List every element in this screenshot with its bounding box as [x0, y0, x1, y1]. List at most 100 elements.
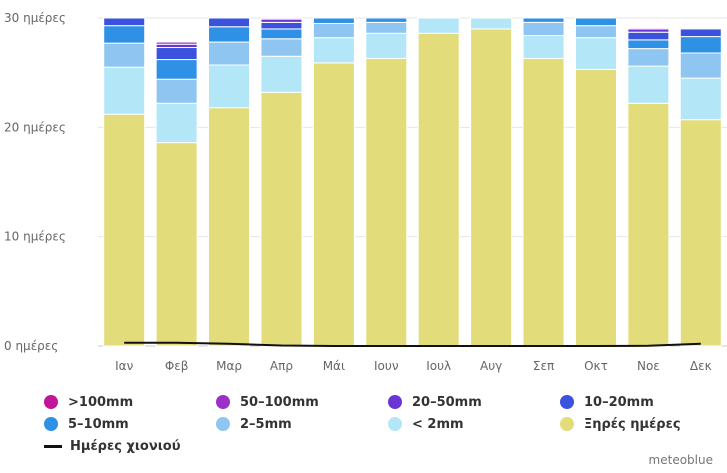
bar-segment[interactable] — [260, 91, 303, 347]
bar-segment[interactable] — [574, 37, 617, 70]
y-axis-ticks: 0 ημέρες 10 ημέρες 20 ημέρες 30 ημέρες — [4, 11, 66, 353]
legend-swatch — [216, 395, 230, 409]
bar-segment[interactable] — [103, 42, 146, 68]
bar-segment[interactable] — [679, 36, 722, 54]
bar-segment[interactable] — [208, 17, 251, 28]
x-tick-label: Ιαν — [115, 359, 133, 373]
bar-segment[interactable] — [365, 32, 408, 59]
legend-item-snow-days[interactable]: Ημέρες χιονιού — [44, 437, 216, 455]
bar-segment[interactable] — [574, 68, 617, 347]
bar-segment[interactable] — [260, 17, 303, 20]
bar-segment[interactable] — [103, 66, 146, 115]
legend-label: Ημέρες χιονιού — [70, 438, 181, 454]
legend-item[interactable]: 5–10mm — [44, 415, 216, 433]
legend-swatch — [388, 417, 402, 431]
x-tick-label: Αυγ — [480, 359, 502, 373]
legend-swatch — [560, 417, 574, 431]
bar-segment[interactable] — [470, 28, 513, 347]
x-tick-label: Φεβ — [165, 359, 189, 373]
legend-swatch — [44, 395, 58, 409]
y-tick-label: 10 ημέρες — [4, 230, 66, 244]
legend-item[interactable]: 50–100mm — [216, 393, 388, 411]
bars — [103, 16, 722, 347]
bar-segment[interactable] — [312, 22, 355, 39]
bar-segment[interactable] — [679, 28, 722, 38]
snow-days-line — [124, 341, 701, 347]
bar-segment[interactable] — [627, 48, 670, 67]
bar-segment[interactable] — [574, 25, 617, 39]
bar-segment[interactable] — [417, 32, 460, 347]
x-tick-label: Μάι — [323, 359, 345, 373]
bar-segment[interactable] — [103, 17, 146, 27]
bar-segment[interactable] — [260, 21, 303, 30]
y-tick-label: 30 ημέρες — [4, 11, 66, 25]
legend-swatch — [388, 395, 402, 409]
legend-label: < 2mm — [412, 416, 464, 432]
bar-segment[interactable] — [365, 21, 408, 34]
bar-segment[interactable] — [627, 27, 670, 30]
bar-segment[interactable] — [679, 119, 722, 347]
bar-segment[interactable] — [312, 17, 355, 24]
legend-swatch — [216, 417, 230, 431]
bar-segment[interactable] — [627, 39, 670, 50]
bar-segment[interactable] — [574, 17, 617, 27]
bar-segment[interactable] — [155, 142, 198, 347]
bar-segment[interactable] — [260, 28, 303, 40]
bar-segment[interactable] — [155, 59, 198, 80]
x-tick-label: Απρ — [270, 359, 293, 373]
bar-segment[interactable] — [208, 41, 251, 66]
bar-segment[interactable] — [103, 113, 146, 347]
bar-segment[interactable] — [260, 38, 303, 57]
bar-segment[interactable] — [312, 37, 355, 64]
bar-segment[interactable] — [522, 21, 565, 36]
stacked-bar-chart: 0 ημέρες 10 ημέρες 20 ημέρες 30 ημέρες Ιαν Φ… — [4, 11, 727, 373]
bar-segment[interactable] — [627, 65, 670, 104]
bar-segment[interactable] — [312, 62, 355, 347]
bar-segment[interactable] — [155, 102, 198, 144]
legend-label: 10–20mm — [584, 394, 654, 410]
bar-segment[interactable] — [522, 57, 565, 347]
bar-segment[interactable] — [155, 41, 198, 45]
bar-segment[interactable] — [417, 17, 460, 34]
legend-swatch — [44, 417, 58, 431]
bar-segment[interactable] — [679, 52, 722, 79]
bar-segment[interactable] — [365, 17, 408, 23]
legend-item[interactable]: >100mm — [44, 393, 216, 411]
bar-segment[interactable] — [522, 17, 565, 23]
x-tick-label: Οκτ — [584, 359, 608, 373]
bar-segment[interactable] — [679, 77, 722, 121]
bar-segment[interactable] — [627, 31, 670, 41]
x-tick-label: Μαρ — [216, 359, 242, 373]
legend-label: Ξηρές ημέρες — [584, 416, 681, 432]
legend-swatch — [560, 395, 574, 409]
legend-item[interactable]: < 2mm — [388, 415, 560, 433]
bar-segment[interactable] — [365, 57, 408, 347]
x-tick-label: Ιουλ — [426, 359, 451, 373]
bar-segment[interactable] — [365, 16, 408, 19]
bar-segment[interactable] — [103, 25, 146, 44]
bar-segment[interactable] — [208, 107, 251, 347]
bar-segment[interactable] — [627, 102, 670, 347]
x-tick-label: Ιουν — [374, 359, 399, 373]
y-tick-label: 0 ημέρες — [4, 339, 58, 353]
legend-item[interactable]: 20–50mm — [388, 393, 560, 411]
bar-segment[interactable] — [208, 26, 251, 43]
meteoblue-credit[interactable]: meteoblue — [648, 453, 713, 467]
bar-segment[interactable] — [470, 17, 513, 30]
bar-segment[interactable] — [155, 47, 198, 61]
legend-label: 5–10mm — [68, 416, 129, 432]
legend-item[interactable]: Ξηρές ημέρες — [560, 415, 724, 433]
bar-segment[interactable] — [208, 64, 251, 109]
legend-label: 50–100mm — [240, 394, 319, 410]
legend-label: 2–5mm — [240, 416, 292, 432]
legend-label: >100mm — [68, 394, 134, 410]
bar-segment[interactable] — [155, 78, 198, 104]
bar-segment[interactable] — [260, 55, 303, 93]
snow-days-series-line — [124, 341, 701, 347]
legend: >100mm 50–100mm 20–50mm 10–20mm 5–10mm 2… — [44, 393, 724, 455]
bar-segment[interactable] — [522, 34, 565, 59]
legend-item[interactable]: 2–5mm — [216, 415, 388, 433]
legend-item[interactable]: 10–20mm — [560, 393, 724, 411]
legend-line-swatch — [44, 444, 62, 448]
x-tick-label: Νοε — [637, 359, 660, 373]
